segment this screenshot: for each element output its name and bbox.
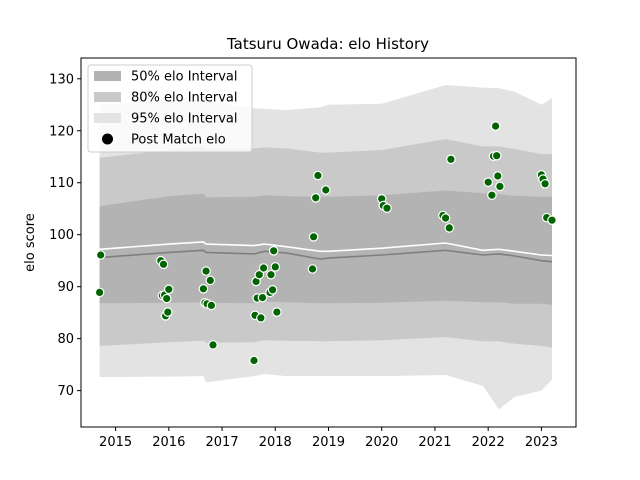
post-match-point xyxy=(492,171,503,181)
y-tick-label: 90 xyxy=(57,280,74,295)
post-match-point xyxy=(308,232,319,242)
y-tick-label: 80 xyxy=(57,332,74,347)
post-match-point xyxy=(164,284,174,295)
post-match-point xyxy=(547,215,557,225)
post-match-point xyxy=(206,300,217,311)
post-match-point xyxy=(249,355,259,366)
post-match-point xyxy=(495,181,505,192)
post-match-point xyxy=(382,203,392,213)
post-match-point xyxy=(161,293,172,304)
post-match-point xyxy=(490,121,501,131)
post-match-point xyxy=(320,185,331,195)
y-axis-label: elo score xyxy=(23,213,38,272)
post-match-point xyxy=(258,263,269,273)
post-match-point xyxy=(205,275,216,286)
legend-swatch xyxy=(94,92,121,102)
post-match-point xyxy=(94,287,105,298)
plot-area xyxy=(94,85,557,410)
x-tick-label: 2016 xyxy=(152,435,185,450)
y-tick-label: 70 xyxy=(57,384,74,399)
y-tick-label: 110 xyxy=(49,176,74,191)
post-match-point xyxy=(313,170,323,181)
legend-label: 50% elo Interval xyxy=(131,70,238,85)
y-axis: 70 80 90 100 110 120 130 xyxy=(49,72,81,399)
y-tick-label: 100 xyxy=(49,228,74,243)
post-match-point xyxy=(163,307,173,317)
post-match-point xyxy=(540,179,550,189)
legend: 50% elo Interval 80% elo Interval 95% elo … xyxy=(87,64,253,153)
x-tick-label: 2020 xyxy=(365,435,398,450)
upper-elo-line xyxy=(99,241,553,257)
post-match-point xyxy=(270,262,281,272)
x-tick-label: 2017 xyxy=(206,435,239,450)
legend-swatch xyxy=(94,71,121,81)
post-match-point xyxy=(272,307,282,317)
post-match-point xyxy=(444,223,455,233)
post-match-point xyxy=(201,266,211,276)
x-tick-label: 2019 xyxy=(312,435,345,450)
post-match-point xyxy=(268,246,279,256)
post-match-point xyxy=(256,313,266,323)
y-tick-label: 120 xyxy=(49,124,74,139)
post-match-point xyxy=(198,283,209,294)
legend-label: 95% elo Interval xyxy=(131,112,238,127)
x-tick-label: 2022 xyxy=(472,435,505,450)
post-match-point xyxy=(158,259,169,270)
legend-box xyxy=(87,64,253,153)
post-match-point xyxy=(487,190,497,200)
legend-marker xyxy=(102,133,113,145)
post-match-point xyxy=(310,193,321,203)
x-tick-label: 2018 xyxy=(259,435,292,450)
post-match-point xyxy=(267,284,278,295)
chart-title: Tatsuru Owada: elo History xyxy=(226,35,429,53)
y-tick-label: 130 xyxy=(49,72,74,87)
post-match-points xyxy=(94,121,557,366)
x-axis: 2015 2016 2017 2018 2019 2020 2021 2022 2023 xyxy=(99,427,558,450)
post-match-point xyxy=(254,269,265,280)
post-match-point xyxy=(440,213,451,223)
post-match-point xyxy=(266,269,276,280)
post-match-point xyxy=(491,150,502,161)
mean-elo-line xyxy=(99,249,553,263)
elo-lines xyxy=(99,241,553,263)
post-match-point xyxy=(95,250,106,260)
x-tick-label: 2023 xyxy=(525,435,558,450)
legend-label: Post Match elo xyxy=(131,133,226,148)
legend-swatch xyxy=(94,113,121,123)
x-tick-label: 2021 xyxy=(418,435,451,450)
post-match-point xyxy=(483,177,493,187)
x-tick-label: 2015 xyxy=(99,435,132,450)
post-match-point xyxy=(208,340,218,350)
legend-label: 80% elo Interval xyxy=(131,91,238,106)
post-match-point xyxy=(307,264,318,274)
post-match-point xyxy=(257,292,268,303)
post-match-point xyxy=(446,154,456,165)
